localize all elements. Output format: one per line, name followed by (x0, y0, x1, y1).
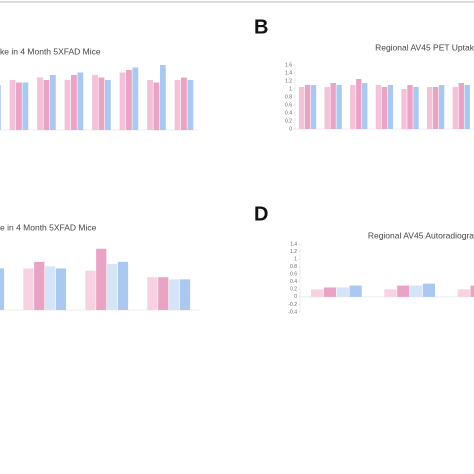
panel-label: D (254, 203, 268, 225)
bar (457, 289, 470, 297)
bar (458, 83, 464, 129)
bar (119, 72, 126, 130)
y-tick-label: -0.4 (288, 309, 297, 315)
bar (34, 261, 45, 310)
bar (470, 285, 474, 297)
bar (158, 277, 169, 310)
bar (9, 80, 16, 130)
chart-title: ke in 4 Month 5XFAD Mice (0, 46, 101, 56)
y-tick-label: 0.2 (285, 118, 292, 124)
bar (55, 268, 67, 310)
bar (426, 87, 433, 129)
bar (132, 67, 139, 130)
y-tick-label: 1 (294, 256, 297, 262)
bar (153, 82, 160, 130)
bar (0, 85, 1, 130)
y-tick-label: 1.4 (290, 241, 297, 247)
y-tick-label: 0.2 (290, 287, 297, 293)
bar (310, 85, 317, 129)
panel-label: B (254, 16, 268, 38)
bar (174, 80, 181, 130)
bar (126, 70, 132, 130)
bar (432, 87, 439, 129)
bar (159, 65, 166, 130)
bar (187, 80, 194, 130)
bar (181, 77, 187, 130)
bar (401, 89, 407, 129)
bar (64, 80, 71, 130)
bar (349, 285, 362, 297)
y-tick-label: -0.2 (288, 302, 297, 308)
y-tick-label: 1.2 (285, 78, 292, 84)
bar (381, 87, 388, 129)
chart-title: Regional AV45 Autoradiogra (368, 230, 474, 240)
bar (311, 289, 324, 297)
bar (92, 75, 98, 130)
bar (43, 80, 50, 130)
bar (336, 287, 349, 297)
bar (324, 87, 330, 129)
bar (438, 85, 445, 129)
y-tick-label: 0.8 (285, 94, 292, 100)
bar (464, 85, 470, 129)
y-tick-label: 1 (289, 86, 292, 92)
bar (23, 268, 34, 310)
y-tick-label: 1.6 (285, 62, 292, 68)
bar (96, 248, 107, 310)
bar (45, 266, 56, 310)
bar (410, 285, 423, 297)
y-tick-label: 0 (294, 294, 297, 300)
bar (362, 83, 368, 129)
bar (107, 264, 118, 310)
bar (413, 87, 419, 129)
y-tick-label: 1.2 (290, 249, 297, 255)
bar (16, 82, 22, 130)
y-tick-label: 0.6 (285, 102, 292, 108)
bar (350, 85, 356, 129)
bar (422, 283, 436, 297)
bar (147, 277, 158, 310)
bar (147, 80, 153, 130)
bar (336, 85, 342, 129)
bar (169, 279, 180, 310)
bar (384, 289, 397, 297)
y-tick-label: 0 (289, 126, 292, 132)
bar (85, 270, 96, 310)
bar (37, 77, 43, 130)
y-tick-label: 1.4 (285, 70, 292, 76)
y-tick-label: 0.8 (290, 264, 297, 270)
bar (104, 80, 111, 130)
y-tick-label: 0.4 (290, 279, 297, 285)
bar (304, 85, 311, 129)
bar (452, 87, 458, 129)
bar (375, 85, 382, 129)
bar (98, 77, 105, 130)
bar (323, 287, 337, 297)
chart-title: e in 4 Month 5XFAD Mice (0, 222, 97, 232)
bar (49, 75, 56, 130)
bar (356, 79, 362, 129)
bar (397, 285, 410, 297)
bar (387, 85, 394, 129)
y-tick-label: 0.4 (285, 110, 292, 116)
y-tick-label: 0.6 (290, 272, 297, 278)
bar (77, 72, 84, 130)
bar (298, 87, 305, 129)
bar (117, 261, 129, 310)
bar (407, 85, 413, 129)
bar (22, 82, 29, 130)
bar (330, 83, 336, 129)
chart-title: Regional AV45 PET Uptak (375, 42, 474, 52)
bar (71, 75, 77, 130)
bar (0, 268, 5, 310)
bar (179, 279, 191, 310)
